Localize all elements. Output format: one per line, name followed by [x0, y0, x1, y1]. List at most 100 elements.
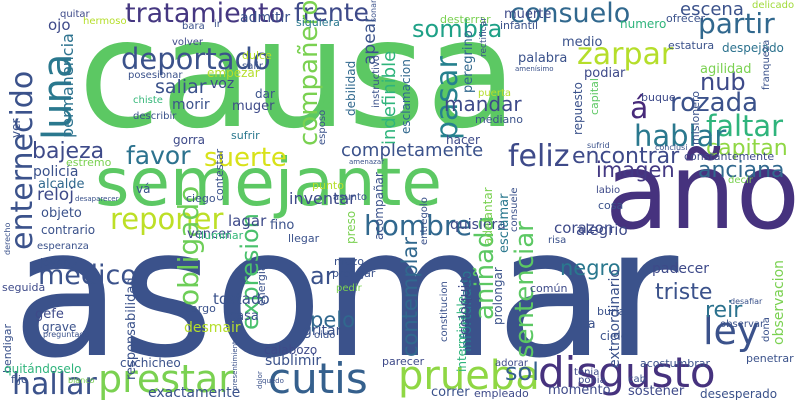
- word: pelo: [310, 308, 355, 332]
- word: ley: [703, 309, 760, 353]
- word: ojo: [48, 16, 71, 34]
- word: observacion: [771, 259, 787, 345]
- word: estremo: [66, 156, 112, 169]
- word: volver: [172, 37, 203, 48]
- word: sol: [505, 358, 539, 386]
- word: vencer: [187, 227, 232, 242]
- word: rectificar: [479, 17, 489, 57]
- word: puerta: [478, 88, 511, 99]
- word: ver: [9, 118, 23, 138]
- word: faltar: [706, 109, 784, 143]
- word: capitan: [706, 136, 788, 161]
- word: sostener: [628, 384, 685, 399]
- word: constitucion: [439, 281, 450, 342]
- word: gefe: [35, 307, 64, 322]
- word: presentimiento: [231, 336, 239, 390]
- word: suerte: [204, 143, 287, 173]
- word: prolongar: [491, 267, 505, 325]
- word: describir: [133, 111, 177, 122]
- word: bara: [182, 21, 205, 32]
- word: zarpar: [577, 37, 674, 72]
- word: ar: [310, 262, 335, 290]
- word: favor: [126, 141, 191, 170]
- word: muger: [232, 99, 275, 114]
- word: cargo: [185, 302, 216, 315]
- word: gritar: [303, 323, 342, 339]
- word: palabra: [518, 51, 568, 66]
- word: hermoso: [83, 16, 127, 27]
- word: policía: [33, 164, 79, 180]
- word: muerte: [504, 7, 552, 22]
- word: sublimir: [265, 353, 322, 369]
- word: ciego: [186, 192, 216, 205]
- word: mandar: [444, 92, 522, 116]
- word: fijo: [11, 373, 28, 386]
- word: desterrar: [440, 13, 491, 26]
- word: padecer: [652, 261, 710, 277]
- word: semejante: [95, 144, 442, 221]
- word: sufrir: [231, 129, 260, 142]
- word: franqueza: [761, 39, 772, 90]
- word: consuele: [509, 187, 520, 232]
- word: inventar: [289, 189, 356, 208]
- word: derecho: [3, 222, 12, 255]
- word: escena: [680, 0, 744, 20]
- word: amenísimo: [515, 65, 554, 73]
- word: delicado: [752, 0, 795, 11]
- word: instructivo: [371, 55, 382, 108]
- word: jóven: [40, 256, 71, 269]
- word: desesperado: [700, 387, 778, 400]
- word: energia: [255, 264, 268, 306]
- word: hallar: [12, 367, 97, 400]
- word: podiar: [584, 66, 626, 81]
- word: oido: [314, 330, 336, 341]
- word: nub: [700, 68, 746, 96]
- word: sufrid: [587, 141, 610, 150]
- word: empleado: [474, 387, 529, 400]
- word: penetrar: [746, 352, 794, 365]
- word: feliz: [508, 139, 570, 174]
- word: triste: [655, 280, 713, 305]
- word: ponia: [578, 375, 606, 386]
- word: dona: [761, 317, 772, 342]
- word: alegrio: [576, 221, 628, 239]
- word: amenazar: [349, 158, 384, 166]
- word: misionero: [689, 90, 702, 145]
- word: disgusto: [538, 348, 716, 397]
- word: reir: [705, 298, 743, 323]
- word: responsabilidad: [124, 277, 139, 380]
- word: dulce: [242, 49, 272, 62]
- word: reponer: [110, 202, 224, 236]
- word: prestar: [98, 357, 234, 400]
- word: ofrecer: [666, 12, 705, 25]
- word: casa: [229, 309, 259, 324]
- word: empezar: [207, 66, 260, 80]
- word: calabozo: [264, 343, 318, 357]
- word: adelantar: [481, 187, 495, 245]
- word: chiste: [133, 95, 163, 106]
- word: objeto: [41, 206, 82, 221]
- word: debilidad: [344, 60, 358, 116]
- word: constantemente: [684, 150, 775, 163]
- word: morir: [172, 97, 210, 113]
- word: agilidad: [700, 62, 752, 77]
- word: capital: [588, 78, 601, 115]
- word: fino: [270, 218, 295, 233]
- word: alcalde: [38, 177, 85, 192]
- word: siquiera: [296, 16, 340, 29]
- word: risa: [548, 235, 567, 246]
- word: corazon: [554, 219, 614, 237]
- word: blanco: [68, 376, 95, 385]
- word: común: [530, 282, 568, 295]
- word: hablar: [634, 119, 727, 153]
- word: exactamente: [148, 385, 241, 400]
- word: preso: [344, 210, 358, 244]
- word: cuchicheo: [120, 356, 181, 370]
- word: peregrino: [461, 30, 476, 93]
- word: extraordinario: [607, 269, 623, 368]
- word: voz: [210, 76, 235, 92]
- word: pedir: [336, 283, 362, 294]
- word: cutis: [268, 354, 368, 400]
- word: imagen: [596, 158, 675, 182]
